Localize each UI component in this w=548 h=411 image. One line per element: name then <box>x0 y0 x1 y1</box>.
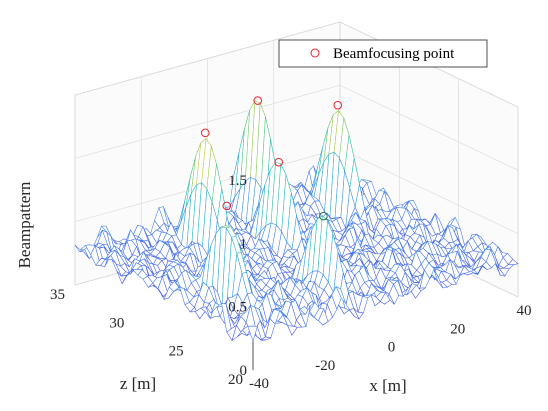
x-tick-label: 0 <box>388 340 396 356</box>
surface-cell <box>247 325 258 343</box>
gridline-z-side-1 <box>339 148 519 234</box>
focus-point-marker <box>274 157 284 167</box>
x-tick-label: -20 <box>315 358 335 374</box>
focus-point-marker <box>319 211 328 221</box>
x-tick-label: 20 <box>450 321 465 337</box>
focus-point-marker <box>200 128 210 138</box>
focus-point-marker <box>222 201 232 211</box>
y-tick-label: 20 <box>228 372 243 388</box>
z-tick-label: 1.5 <box>228 173 247 189</box>
gridline-z-side-2 <box>339 85 519 171</box>
x-tick-label: -40 <box>249 376 269 392</box>
surface-cell <box>287 325 298 336</box>
ylabel: z [m] <box>120 374 156 393</box>
legend: Beamfocusing point <box>278 39 488 68</box>
y-tick-label: 25 <box>169 344 184 360</box>
surface-mesh <box>74 99 519 343</box>
focus-point-marker <box>333 100 343 110</box>
z-tick-label: 1 <box>240 236 248 252</box>
xlabel: x [m] <box>369 376 406 395</box>
legend-box <box>278 39 488 68</box>
legend-marker <box>310 48 320 58</box>
zlabel: Beampattern <box>15 181 34 268</box>
z-tick-label: 0.5 <box>228 300 247 316</box>
legend-label: Beamfocusing point <box>333 46 455 62</box>
z-tick-label: 0 <box>240 363 248 379</box>
focus-markers <box>200 96 343 221</box>
y-tick-label: 35 <box>50 287 65 303</box>
x-tick-label: 40 <box>517 303 532 319</box>
focus-point-marker <box>253 96 263 105</box>
y-tick-label: 30 <box>109 315 124 331</box>
